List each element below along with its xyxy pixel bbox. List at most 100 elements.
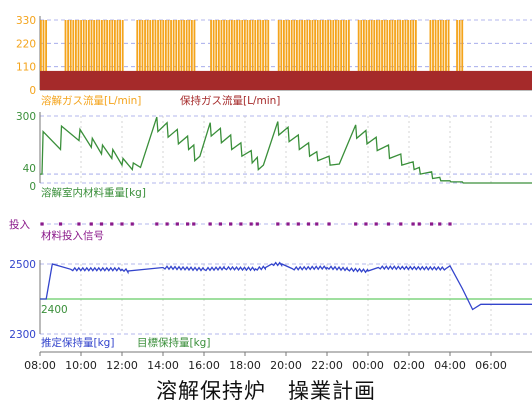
melt-gas-bar — [409, 20, 412, 90]
melt-gas-bar — [383, 20, 386, 90]
melt-gas-bar — [342, 20, 345, 90]
input-signal-dot — [155, 222, 159, 226]
melt-gas-bar — [243, 20, 246, 90]
melt-gas-bar — [183, 20, 185, 90]
melt-gas-bar — [82, 20, 85, 90]
melt-gas-bar — [259, 20, 262, 90]
melt-gas-bar — [103, 20, 106, 90]
input-signal-dot — [399, 222, 403, 226]
melt-gas-bar — [238, 20, 241, 90]
melt-gas-bar — [447, 20, 450, 90]
time-tick-label: 04:00 — [434, 359, 466, 372]
melt-gas-bar — [303, 20, 306, 90]
melt-gas-bar — [335, 20, 337, 90]
input-signal-dot — [374, 222, 378, 226]
input-signal-dot — [239, 222, 243, 226]
melt-gas-bar — [90, 20, 93, 90]
melt-gas-bar — [404, 20, 407, 90]
melt-gas-bar — [88, 20, 90, 90]
melt-gas-bar — [345, 20, 348, 90]
melt-gas-bar — [230, 20, 233, 90]
melt-gas-bar — [378, 20, 381, 90]
melt-gas-bar — [324, 20, 327, 90]
melt-gas-bar — [119, 20, 121, 90]
time-tick-label: 00:00 — [352, 359, 384, 372]
input-signal-dot — [58, 222, 63, 226]
time-tick-label: 16:00 — [188, 359, 220, 372]
melt-gas-bar — [136, 20, 139, 90]
input-signal-dot — [255, 222, 259, 226]
time-tick-label: 06:00 — [475, 359, 507, 372]
weight-panel: 300 40 0 溶解室内材料重量[kg] — [16, 111, 532, 199]
input-signal-dot — [286, 222, 290, 226]
melt-gas-bar — [340, 20, 342, 90]
melt-gas-bar — [149, 20, 152, 90]
melt-gas-bar — [64, 20, 67, 90]
input-signal-dot — [218, 222, 222, 226]
melt-gas-bar — [262, 20, 264, 90]
melt-gas-bar — [121, 20, 124, 90]
melt-gas-bar — [429, 20, 432, 90]
melt-gas-bar — [75, 20, 77, 90]
melt-gas-bar — [370, 20, 373, 90]
melt-gas-bar — [298, 20, 301, 90]
melt-gas-bar — [414, 20, 417, 90]
input-y-tick: 投入 — [9, 218, 30, 231]
melt-gas-bar — [277, 20, 280, 90]
melt-gas-bar — [108, 20, 111, 90]
melt-gas-bar — [228, 20, 231, 90]
melt-gas-bar — [180, 20, 183, 90]
melt-gas-bar — [357, 20, 360, 90]
hold-gas-band — [40, 70, 532, 90]
melt-gas-bar — [362, 20, 365, 90]
estimated-holding-line — [40, 261, 532, 311]
melt-gas-bar — [151, 20, 154, 90]
gas-y-tick-110: 110 — [16, 62, 36, 74]
melt-gas-bar — [329, 20, 332, 90]
melt-gas-bar — [193, 20, 196, 90]
melt-gas-bar — [322, 20, 324, 90]
melt-gas-bar — [157, 20, 159, 90]
melt-gas-bar — [401, 20, 404, 90]
legend-input-signal: 材料投入信号 — [41, 229, 104, 242]
melt-gas-bar — [348, 20, 350, 90]
melt-gas-bar — [301, 20, 303, 90]
melt-gas-bar — [388, 20, 391, 90]
melt-gas-bar — [412, 20, 415, 90]
melt-gas-bar — [225, 20, 228, 90]
time-tick-label: 14:00 — [147, 359, 179, 372]
melt-gas-bar — [365, 20, 368, 90]
melt-gas-bar — [95, 20, 98, 90]
input-signal-dot — [276, 222, 280, 226]
melt-gas-bar — [293, 20, 296, 90]
melt-gas-bar — [246, 20, 249, 90]
input-signal-dot — [77, 222, 81, 226]
input-signal-dot — [448, 222, 452, 226]
time-tick-label: 20:00 — [270, 359, 302, 372]
weight-line — [40, 116, 532, 184]
melt-gas-bar — [386, 20, 389, 90]
input-signal-dot — [40, 222, 44, 226]
melt-gas-bar — [445, 20, 447, 90]
melt-gas-bar — [442, 20, 445, 90]
melt-gas-bar — [93, 20, 95, 90]
input-signal-dot — [417, 222, 421, 226]
melt-gas-bar — [116, 20, 119, 90]
melt-gas-bar — [432, 20, 434, 90]
melt-gas-bar — [159, 20, 162, 90]
melt-gas-bar — [285, 20, 288, 90]
melt-gas-bar — [319, 20, 322, 90]
melt-gas-bar — [114, 20, 116, 90]
melt-gas-bar — [337, 20, 340, 90]
legend-weight: 溶解室内材料重量[kg] — [41, 186, 146, 199]
melt-gas-bar — [154, 20, 157, 90]
input-signal-dot — [186, 222, 190, 226]
melt-gas-bars — [40, 20, 464, 90]
input-signal-dot — [315, 222, 319, 226]
melt-gas-bar — [399, 20, 402, 90]
input-signal-dot — [229, 222, 233, 226]
melt-gas-bar — [42, 20, 45, 90]
input-signal-dot — [192, 222, 196, 226]
time-tick-marks: 08:00 10:00 12:00 14:00 16:00 18:00 20:00 22:00… — [24, 352, 507, 372]
